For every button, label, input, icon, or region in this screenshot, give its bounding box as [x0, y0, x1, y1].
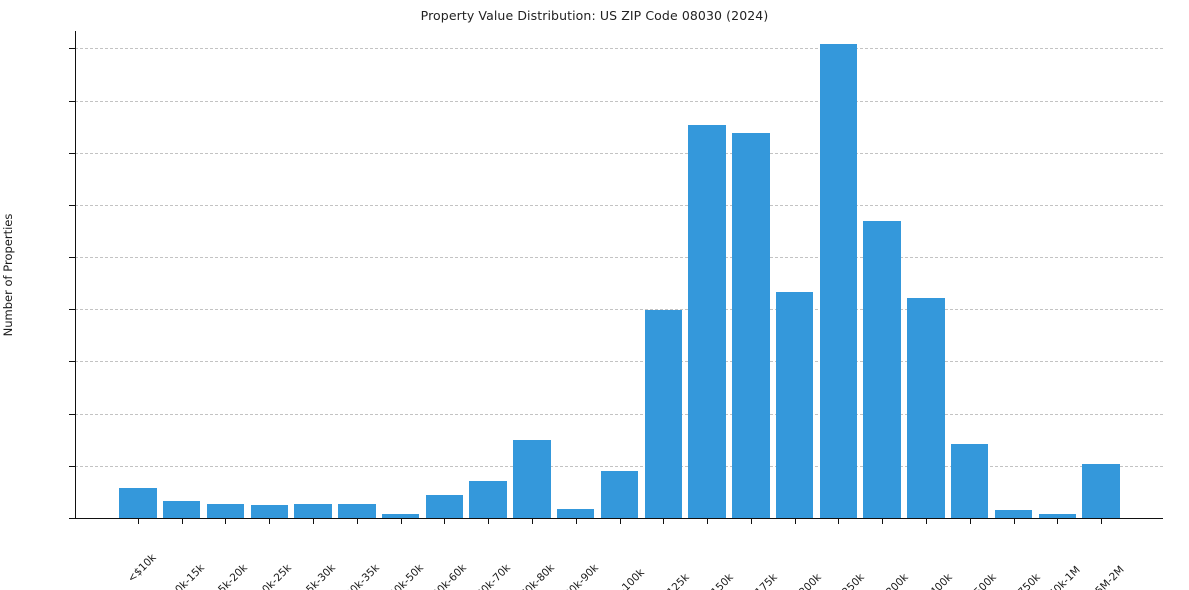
- bar: [162, 501, 201, 518]
- bar: [994, 510, 1033, 518]
- x-axis-tick-mark: [225, 518, 227, 524]
- bar: [513, 439, 551, 518]
- x-axis-tick-label: $20k-25k: [250, 561, 295, 590]
- x-axis-tick-mark: [269, 518, 271, 524]
- x-axis-tick-mark: [1013, 518, 1015, 524]
- bar: [557, 509, 595, 518]
- y-axis-tick-mark: [69, 257, 75, 259]
- chart-title: Property Value Distribution: US ZIP Code…: [420, 8, 769, 23]
- y-axis-tick-mark: [69, 413, 75, 415]
- x-axis-tick-label: $70k-80k: [513, 561, 557, 590]
- bar: [644, 310, 682, 518]
- x-axis-tick-mark: [838, 518, 840, 524]
- x-axis-tick-mark: [488, 518, 490, 524]
- x-axis-tick-mark: [356, 518, 358, 524]
- x-axis-tick-mark: [794, 518, 796, 524]
- y-axis-tick-mark: [69, 152, 75, 154]
- x-axis-tick-mark: [181, 518, 183, 524]
- x-axis-tick-mark: [444, 518, 446, 524]
- gridline: [75, 257, 1163, 259]
- bar: [863, 221, 901, 518]
- y-axis-tick-mark: [69, 361, 75, 363]
- x-axis-tick-label: $40k-50k: [382, 561, 426, 590]
- x-axis-tick-mark: [619, 518, 621, 524]
- x-axis-tick-label: $100k-125k: [639, 571, 692, 590]
- bar: [294, 504, 332, 518]
- gridlines: [75, 31, 1163, 518]
- x-axis-tick-mark: [1101, 518, 1103, 524]
- bar: [425, 495, 464, 518]
- x-axis-tick-mark: [400, 518, 402, 524]
- gridline: [75, 48, 1163, 50]
- gridline: [75, 100, 1163, 102]
- x-axis-line: [75, 518, 1163, 519]
- y-axis-label: Number of Properties: [1, 213, 15, 337]
- bar: [119, 487, 157, 518]
- x-axis-tick-label: $30k-35k: [338, 561, 382, 590]
- x-axis-tick-label: $80k-90k: [557, 561, 601, 590]
- bar: [907, 297, 945, 518]
- x-axis-tick-mark: [925, 518, 927, 524]
- bar: [250, 504, 288, 518]
- x-axis-tick-label: $750k-1M: [1037, 564, 1084, 590]
- x-axis-tick-mark: [663, 518, 665, 524]
- x-axis-tick-label: $15k-20k: [207, 561, 251, 590]
- bar: [1038, 513, 1077, 518]
- bar: [951, 444, 989, 518]
- y-axis-tick-mark: [69, 309, 75, 311]
- gridline: [75, 204, 1163, 206]
- gridline: [75, 413, 1163, 415]
- gridline: [75, 465, 1163, 467]
- x-axis-tick-mark: [575, 518, 577, 524]
- bar: [381, 513, 420, 518]
- plot-area: [75, 31, 1163, 518]
- bar: [600, 471, 639, 518]
- bar: [732, 132, 770, 518]
- y-axis-line: [75, 31, 76, 518]
- bar: [819, 44, 858, 518]
- y-axis-tick-mark: [69, 518, 75, 519]
- x-axis-tick-label: $90k-100k: [598, 567, 646, 590]
- gridline: [75, 309, 1163, 311]
- bar: [469, 481, 507, 518]
- x-axis-tick-label: $25k-30k: [294, 561, 338, 590]
- x-axis-tick-mark: [313, 518, 315, 524]
- x-axis-tick-label: $250k-300k: [858, 571, 911, 590]
- x-axis-tick-mark: [882, 518, 884, 524]
- bar: [775, 291, 814, 518]
- bar: [338, 504, 376, 518]
- gridline: [75, 152, 1163, 154]
- x-axis-tick-mark: [969, 518, 971, 524]
- x-axis-tick-label: $50k-60k: [425, 561, 470, 590]
- x-axis-tick-mark: [750, 518, 752, 524]
- bar: [1082, 464, 1120, 518]
- x-axis-tick-mark: [1057, 518, 1059, 524]
- x-axis-tick-mark: [137, 518, 139, 524]
- bar: [206, 504, 245, 518]
- x-axis-tick-label: $1.5M-2M: [1081, 563, 1127, 590]
- y-axis-tick-mark: [69, 48, 75, 50]
- x-axis-tick-label: <$10k: [125, 551, 159, 585]
- x-axis-tick-label: $10k-15k: [163, 561, 207, 590]
- y-axis-tick-mark: [69, 204, 75, 206]
- x-axis-tick-mark: [531, 518, 533, 524]
- y-axis-tick-mark: [69, 100, 75, 102]
- y-axis-tick-mark: [69, 465, 75, 467]
- x-axis-tick-label: $60k-70k: [469, 561, 514, 590]
- bar: [688, 124, 726, 518]
- x-axis-tick-mark: [707, 518, 709, 524]
- gridline: [75, 361, 1163, 363]
- bar-series: [75, 31, 1163, 518]
